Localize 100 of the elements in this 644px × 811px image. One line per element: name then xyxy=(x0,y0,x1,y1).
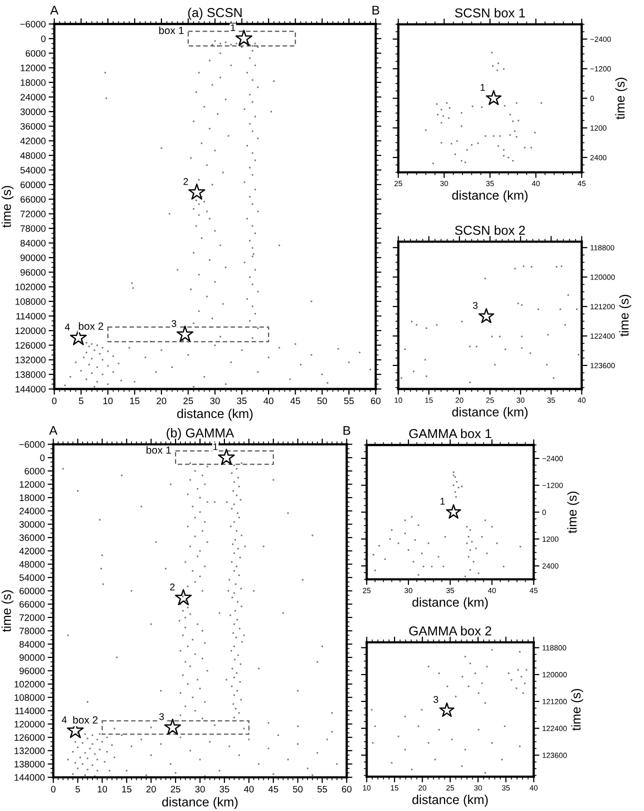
y-tick-label: 48000 xyxy=(19,561,45,568)
y-tick-label: 0 xyxy=(40,454,45,462)
chart-title: SCSN box 2 xyxy=(455,225,525,235)
y-tick-label: 72000 xyxy=(20,210,46,218)
annotation: 3 xyxy=(159,713,164,720)
y-tick-label: 90000 xyxy=(20,654,45,661)
y-tick-label: 78000 xyxy=(20,225,46,232)
x-tick-label: 55 xyxy=(344,398,354,404)
y-tick-label: 60000 xyxy=(20,181,46,188)
y-tick-label: 126000 xyxy=(14,734,45,741)
y-tick-label: 36000 xyxy=(19,534,45,542)
y-tick-label: 24000 xyxy=(20,94,46,100)
x-tick-label: 60 xyxy=(342,786,352,792)
annotation: box 2 xyxy=(78,322,104,330)
y-tick-label: 66000 xyxy=(20,196,46,203)
x-tick-label: 45 xyxy=(268,786,278,792)
y-tick-label: 42000 xyxy=(19,548,45,554)
x-axis-title: distance (km) xyxy=(162,797,238,809)
y-tick-label: 30000 xyxy=(20,108,46,116)
y-tick-label: 90000 xyxy=(20,254,46,262)
annotation: 2 xyxy=(184,178,188,185)
chart-title: GAMMA box 2 xyxy=(409,626,492,636)
y-tick-label: 54000 xyxy=(20,166,46,174)
y-tick-label: 6000 xyxy=(24,468,45,474)
y-tick-label: 84000 xyxy=(20,240,46,246)
x-tick-label: 20 xyxy=(156,398,166,404)
y-tick-label: 132000 xyxy=(14,748,45,754)
x-axis-title: distance (km) xyxy=(412,794,488,807)
x-tick-label: 45 xyxy=(290,398,300,404)
y-tick-label: 0 xyxy=(41,35,46,42)
y-tick-label: 102000 xyxy=(16,284,46,290)
y-tick-label: 60000 xyxy=(20,588,45,594)
annotation: 1 xyxy=(480,84,485,91)
x-tick-label: 0 xyxy=(52,398,57,404)
y-tick-label: 12000 xyxy=(20,64,46,72)
y-tick-label: 138000 xyxy=(16,371,46,378)
y-tick-label: 66000 xyxy=(20,601,45,608)
y-tick-label: 72000 xyxy=(20,614,45,621)
y-tick-label: 18000 xyxy=(20,79,46,86)
y-tick-label: −6000 xyxy=(20,20,46,28)
annotation: 1 xyxy=(213,443,218,450)
x-tick-label: 60 xyxy=(371,398,381,404)
y-tick-label: 78000 xyxy=(20,628,45,634)
x-tick-label: 40 xyxy=(264,398,274,404)
annotation: 4 xyxy=(64,324,70,330)
y-tick-label: 108000 xyxy=(14,694,45,701)
chart-title: (b) GAMMA xyxy=(166,428,234,440)
y-tick-label: −6000 xyxy=(19,441,45,448)
text: A xyxy=(49,426,58,435)
y-tick-label: 96000 xyxy=(20,668,45,674)
y-tick-label: 12000 xyxy=(20,481,45,488)
x-tick-label: 25 xyxy=(170,786,180,792)
y-tick-label: 6000 xyxy=(26,50,46,57)
x-tick-label: 35 xyxy=(220,786,230,792)
annotation: box 1 xyxy=(159,26,184,34)
y-tick-label: 114000 xyxy=(15,708,45,714)
x-tick-label: 10 xyxy=(103,398,113,404)
y-tick-label: 102000 xyxy=(14,680,45,688)
y-tick-label: 108000 xyxy=(16,298,46,305)
y-tick-label: 138000 xyxy=(14,760,45,768)
y-axis-title: time (s) xyxy=(615,78,628,120)
y-tick-label: 120000 xyxy=(14,720,45,728)
annotation: 4 xyxy=(62,716,67,724)
x-tick-label: 15 xyxy=(122,786,132,792)
x-tick-label: 55 xyxy=(317,786,328,792)
y-tick-label: 120000 xyxy=(16,327,46,334)
annotation: 1 xyxy=(230,24,236,32)
x-tick-label: 50 xyxy=(292,786,303,792)
annotation: 2 xyxy=(170,584,175,590)
annotation: 1 xyxy=(440,498,445,505)
y-tick-label: 48000 xyxy=(20,152,46,159)
x-axis-title: distance (km) xyxy=(177,408,253,421)
x-tick-label: 50 xyxy=(317,398,327,404)
x-tick-label: 5 xyxy=(78,398,84,404)
annotation: box 2 xyxy=(73,716,98,724)
x-tick-label: 30 xyxy=(195,786,205,792)
chart-title: (a) SCSN xyxy=(188,8,242,20)
annotation: box 1 xyxy=(146,446,171,454)
chart-title: SCSN box 1 xyxy=(455,8,525,18)
y-tick-label: 84000 xyxy=(19,640,45,648)
y-tick-label: 144000 xyxy=(14,774,45,781)
y-tick-label: 96000 xyxy=(20,269,46,276)
y-tick-label: 30000 xyxy=(19,521,45,528)
x-tick-label: 15 xyxy=(130,398,140,404)
annotation: 3 xyxy=(472,302,478,309)
x-tick-label: 20 xyxy=(146,786,156,792)
annotation: 3 xyxy=(172,320,176,328)
x-axis-title: distance (km) xyxy=(412,597,488,610)
annotation: 3 xyxy=(433,696,438,703)
y-tick-label: 126000 xyxy=(16,342,46,349)
text: B xyxy=(344,426,350,435)
y-axis-title: time (s) xyxy=(2,186,14,228)
x-tick-label: 5 xyxy=(76,786,80,792)
y-tick-label: 114000 xyxy=(16,312,46,320)
y-axis-title: time (s) xyxy=(619,294,632,336)
y-tick-label: 54000 xyxy=(19,574,45,581)
y-tick-label: 24000 xyxy=(20,508,45,514)
text: B xyxy=(372,6,380,14)
x-tick-label: 25 xyxy=(184,398,193,404)
y-tick-label: 144000 xyxy=(16,386,46,392)
